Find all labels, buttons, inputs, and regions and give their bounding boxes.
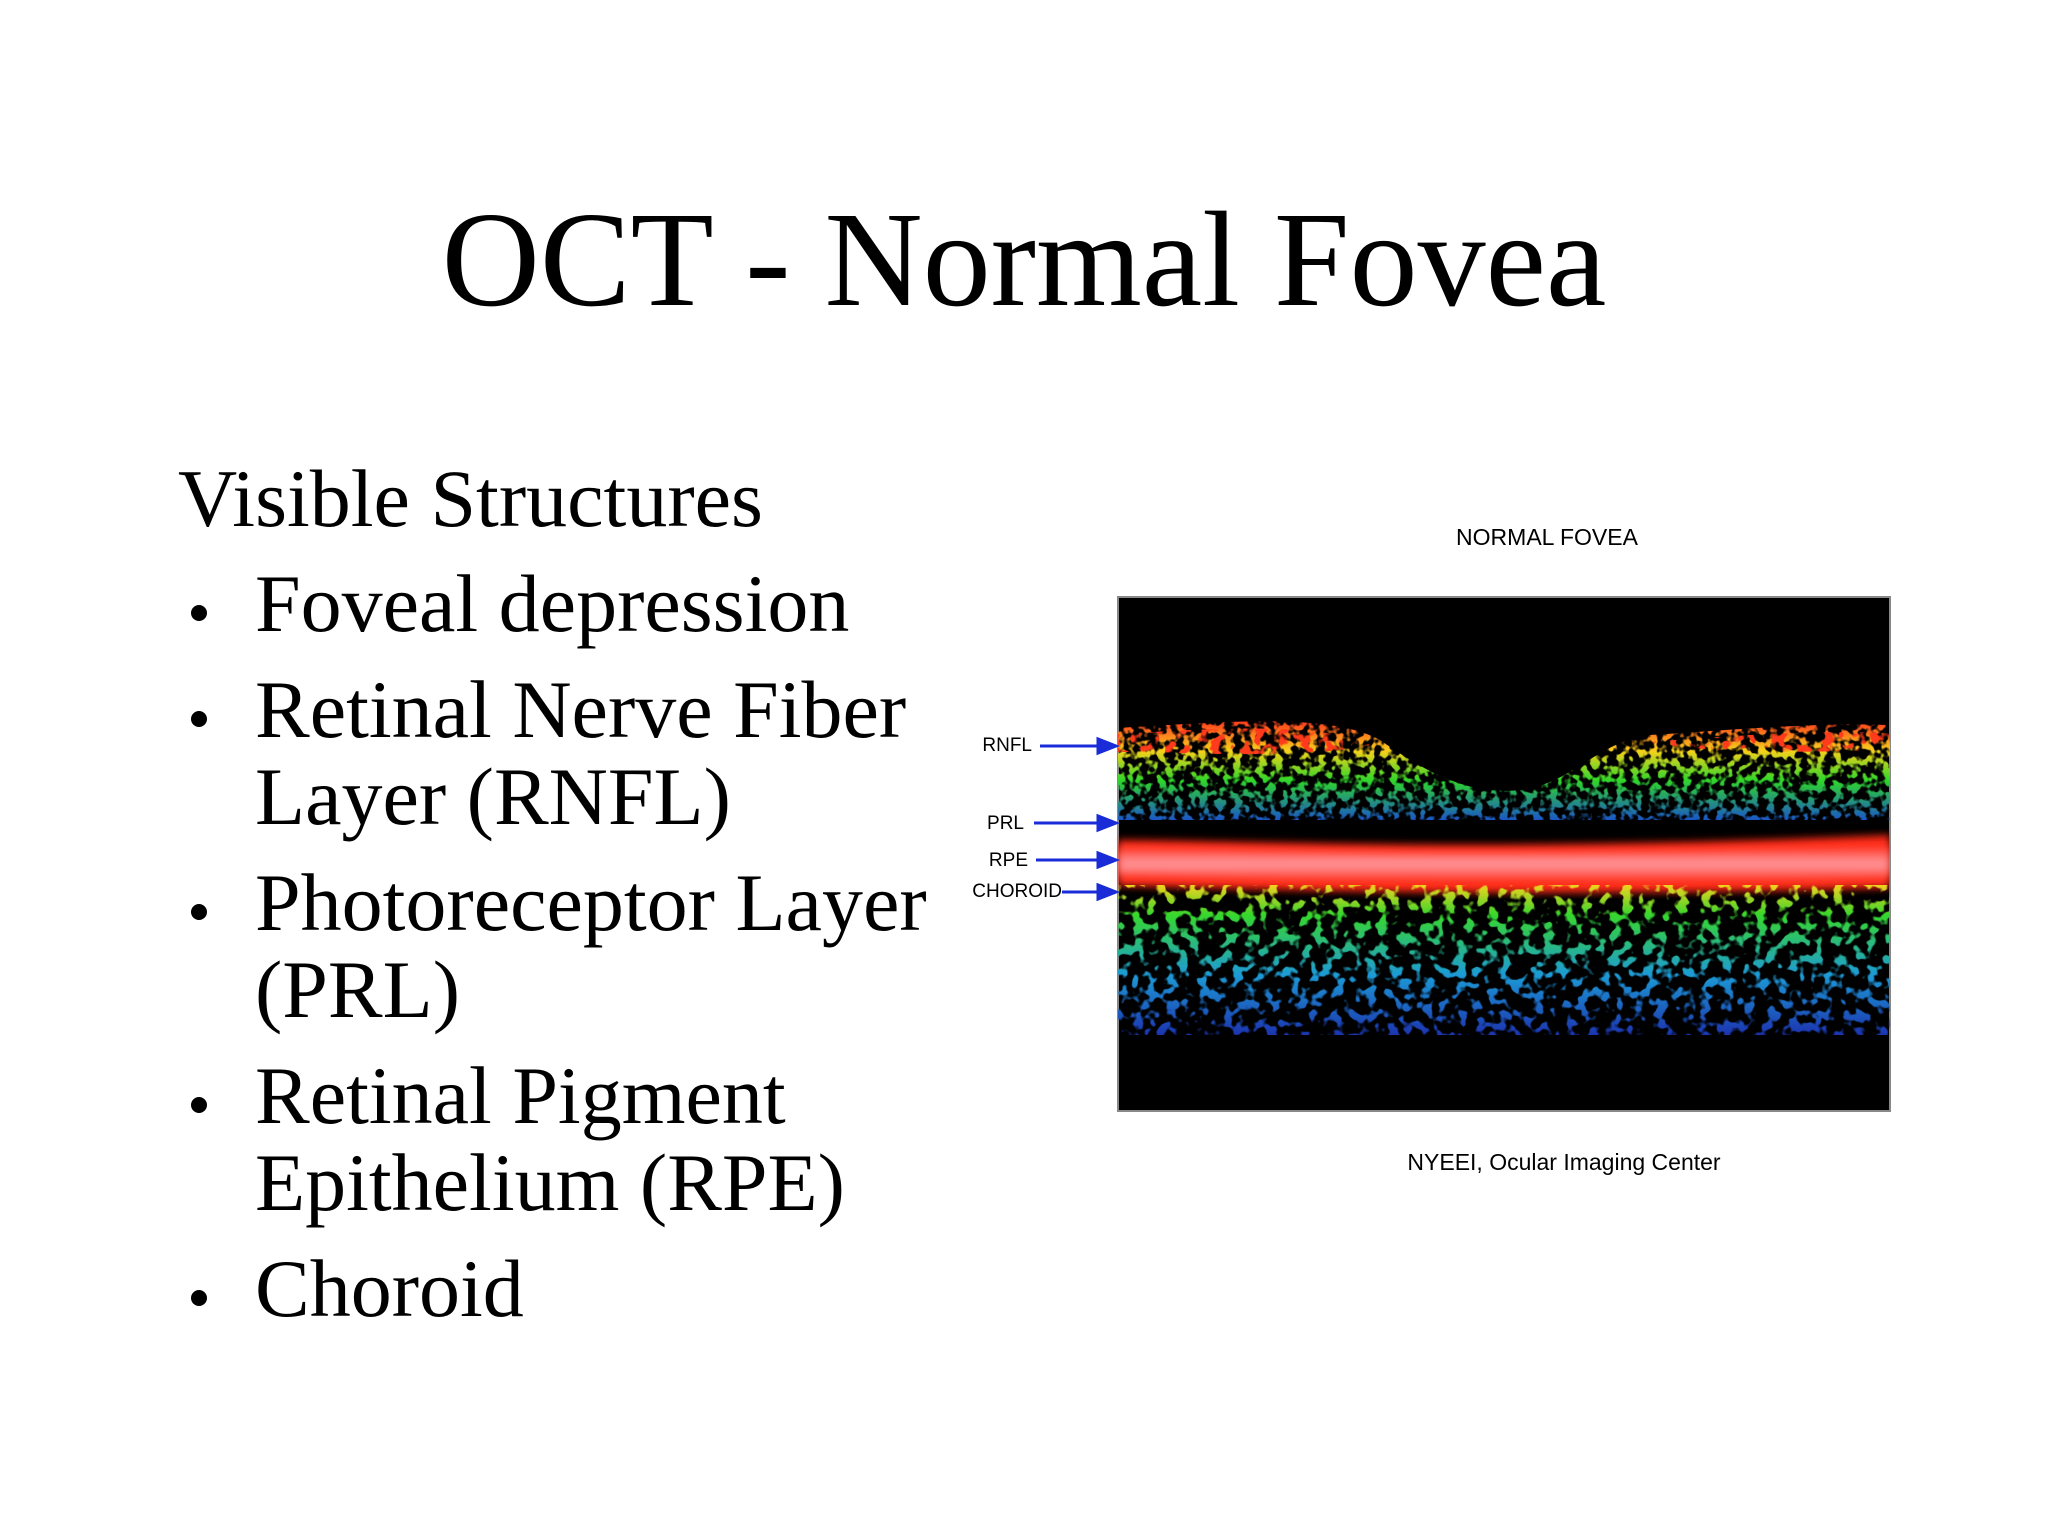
figure-caption: NYEEI, Ocular Imaging Center — [1407, 1149, 1721, 1175]
layer-label: PRL — [987, 813, 1024, 834]
list-heading: Visible Structures — [178, 453, 763, 544]
bullet-dot — [191, 904, 207, 920]
layer-label: RPE — [989, 850, 1028, 871]
rpe-core — [1118, 845, 1890, 883]
bullet-dot — [191, 1097, 207, 1113]
slide-title: OCT - Normal Fovea — [441, 185, 1607, 335]
bullet-dot — [191, 711, 207, 727]
bullet-text: Retinal Nerve Fiber Layer (RNFL) — [255, 664, 907, 842]
arrows — [1034, 736, 1121, 902]
bullet-dot — [191, 1290, 207, 1306]
bullet-text: Foveal depression — [255, 558, 850, 649]
bullet-dot — [191, 605, 207, 621]
choroid-layer — [1118, 885, 1890, 1035]
bullet-item: Foveal depression — [178, 560, 938, 647]
bullet-item: Choroid — [178, 1245, 938, 1332]
layer-label: CHOROID — [972, 881, 1062, 902]
bullet-item: Photoreceptor Layer (PRL) — [178, 859, 938, 1033]
bullet-item: Retinal Pigment Epithelium (RPE) — [178, 1052, 938, 1226]
bullet-text: Photoreceptor Layer (PRL) — [255, 857, 927, 1035]
bullet-item: Retinal Nerve Fiber Layer (RNFL) — [178, 666, 938, 840]
rnfl-surface — [1118, 728, 1890, 755]
bullet-list: Foveal depression Retinal Nerve Fiber Lay… — [178, 560, 938, 1351]
bullet-text: Retinal Pigment Epithelium (RPE) — [255, 1050, 845, 1228]
figure-title: NORMAL FOVEA — [1456, 524, 1639, 550]
bullet-text: Choroid — [255, 1243, 524, 1334]
layer-label: RNFL — [982, 735, 1032, 756]
